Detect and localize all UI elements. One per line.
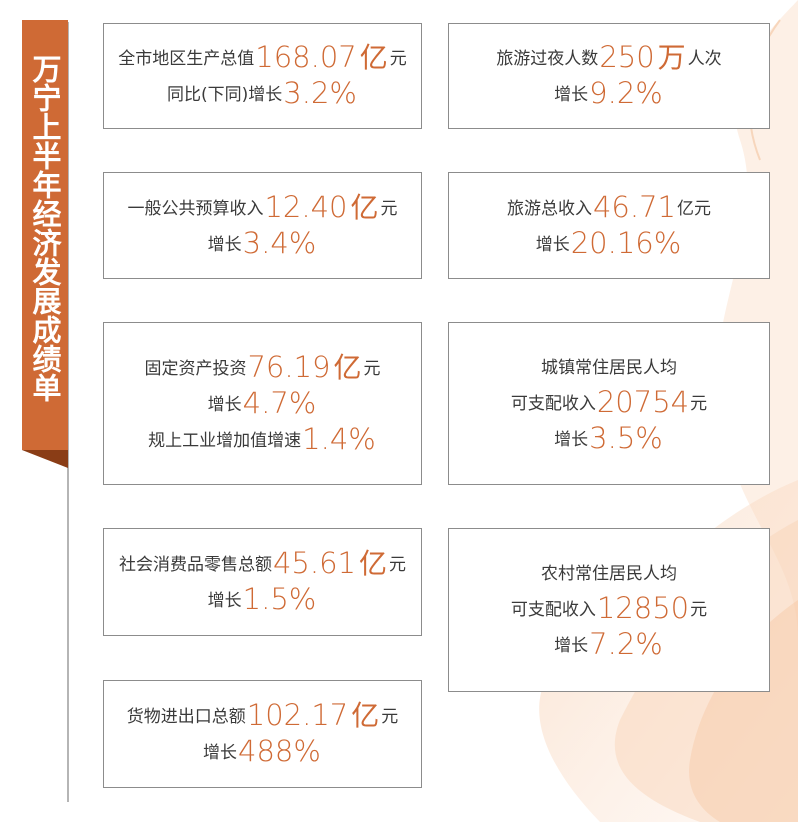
tourism-revenue-label: 旅游总收入 — [506, 198, 592, 219]
overnight-unit-big: 万 — [657, 41, 686, 74]
card-retail-sales: 社会消费品零售总额45.61 亿元 增长1.5% — [103, 528, 422, 636]
retail-growth-label: 增长 — [207, 591, 242, 611]
trade-growth-value: 488% — [238, 734, 321, 768]
retail-value: 45.61 — [272, 546, 356, 580]
rural-income-growth-value: 7.2% — [589, 627, 663, 661]
rural-income-value: 12850 — [596, 591, 690, 625]
rural-income-unit: 元 — [690, 600, 708, 620]
trade-label: 货物进出口总额 — [126, 707, 246, 727]
trade-unit-big: 亿 — [351, 699, 380, 732]
page-title: 万宁上半年经济发展成绩单 — [28, 54, 62, 402]
banner-fold — [22, 450, 68, 468]
urban-income-label: 可支配收入 — [510, 393, 596, 414]
left-divider-line — [67, 22, 69, 802]
retail-growth-value: 1.5% — [242, 582, 317, 616]
tourism-revenue-growth-label: 增长 — [535, 234, 570, 255]
gdp-unit: 元 — [389, 49, 407, 69]
investment-value: 76.19 — [247, 349, 331, 384]
overnight-growth-value: 9.2% — [589, 76, 663, 110]
investment-unit-big: 亿 — [333, 350, 362, 384]
investment-growth-value: 4.7% — [242, 385, 317, 420]
budget-unit-big: 亿 — [350, 190, 379, 224]
overnight-growth-label: 增长 — [554, 85, 589, 105]
gdp-growth-label: 同比(下同)增长 — [167, 85, 283, 105]
tourism-revenue-unit: 亿元 — [677, 198, 712, 219]
tourism-revenue-growth-value: 20.16% — [570, 225, 682, 260]
retail-label: 社会消费品零售总额 — [118, 555, 272, 575]
card-budget-revenue: 一般公共预算收入12.40 亿元 增长3.4% — [103, 172, 422, 279]
card-urban-income: 城镇常住居民人均 可支配收入20754元 增长3.5% — [448, 322, 770, 485]
retail-unit: 元 — [389, 555, 407, 575]
title-banner: 万宁上半年经济发展成绩单 — [22, 20, 68, 450]
urban-income-unit: 元 — [690, 393, 708, 414]
gdp-growth-value: 3.2% — [283, 76, 357, 110]
overnight-value: 250 — [599, 40, 655, 74]
trade-value: 102.17 — [246, 698, 349, 732]
card-trade: 货物进出口总额102.17 亿元 增长488% — [103, 680, 422, 788]
investment-label: 固定资产投资 — [144, 358, 247, 379]
overnight-unit: 人次 — [687, 49, 722, 69]
investment-growth-label: 增长 — [207, 394, 242, 415]
card-rural-income: 农村常住居民人均 可支配收入12850元 增长7.2% — [448, 528, 770, 692]
retail-unit-big: 亿 — [359, 547, 388, 580]
budget-value: 12.40 — [264, 189, 348, 224]
trade-growth-label: 增长 — [203, 743, 238, 763]
card-fixed-asset-investment: 固定资产投资76.19 亿元 增长4.7% 规上工业增加值增速1.4% — [103, 322, 422, 485]
budget-growth-value: 3.4% — [242, 225, 317, 260]
gdp-value: 168.07 — [255, 40, 357, 74]
rural-income-growth-label: 增长 — [554, 636, 589, 656]
trade-unit: 元 — [381, 707, 399, 727]
industrial-growth-value: 1.4% — [302, 421, 376, 456]
tourism-revenue-value: 46.71 — [592, 189, 677, 224]
budget-label: 一般公共预算收入 — [127, 198, 264, 219]
urban-income-growth-value: 3.5% — [589, 420, 663, 455]
gdp-label: 全市地区生产总值 — [118, 49, 255, 69]
overnight-label: 旅游过夜人数 — [496, 49, 599, 69]
budget-unit: 元 — [380, 198, 398, 219]
urban-income-label-top: 城镇常住居民人均 — [541, 357, 677, 378]
card-tourism-revenue: 旅游总收入46.71亿元 增长20.16% — [448, 172, 770, 279]
rural-income-label: 可支配收入 — [510, 600, 596, 620]
investment-unit: 元 — [363, 358, 381, 379]
industrial-growth-label: 规上工业增加值增速 — [148, 430, 302, 451]
card-gdp: 全市地区生产总值168.07 亿元 同比(下同)增长3.2% — [103, 23, 422, 129]
card-overnight-tourists: 旅游过夜人数250 万人次 增长9.2% — [448, 23, 770, 129]
urban-income-value: 20754 — [596, 384, 690, 419]
rural-income-label-top: 农村常住居民人均 — [541, 564, 677, 584]
gdp-unit-big: 亿 — [359, 41, 388, 74]
urban-income-growth-label: 增长 — [554, 429, 589, 450]
budget-growth-label: 增长 — [207, 234, 242, 255]
